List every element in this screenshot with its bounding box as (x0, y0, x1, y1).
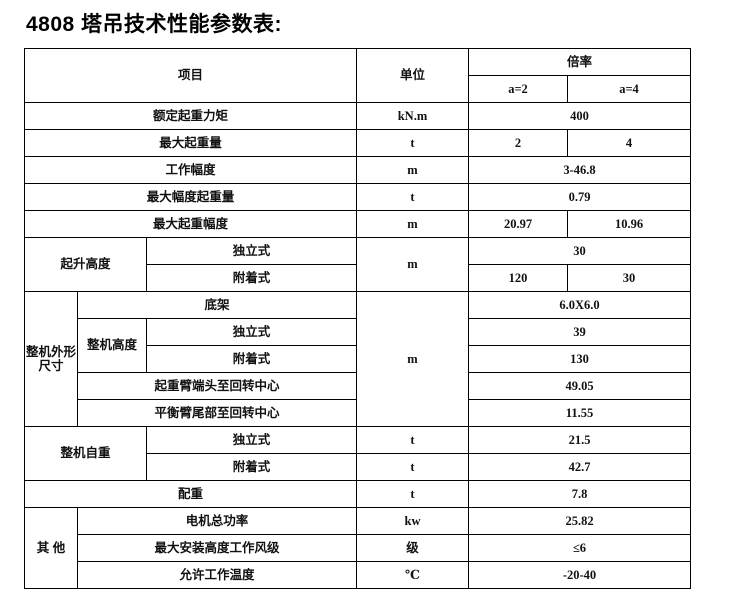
row-unit: m (356, 291, 469, 427)
header-ratio: 倍率 (467, 48, 692, 76)
row-unit: kN.m (356, 102, 469, 130)
table-row: 最大幅度起重量 t 0.79 (24, 183, 692, 211)
row-label-max-install-wind-level: 最大安装高度工作风级 (77, 534, 357, 562)
row-unit: t (356, 453, 469, 481)
row-label-rated-moment: 额定起重力矩 (24, 102, 357, 130)
row-label-free-standing: 独立式 (146, 237, 357, 265)
table-row: 允许工作温度 ℃ -20-40 (25, 561, 692, 589)
table-row: 最大安装高度工作风级 级 ≤6 (25, 534, 692, 562)
row-label-working-radius: 工作幅度 (24, 156, 357, 184)
row-value-a4: 4 (566, 129, 692, 157)
row-value: 7.8 (467, 480, 692, 508)
group-label-self-weight: 整机自重 (24, 426, 147, 481)
row-label-free-standing: 独立式 (146, 318, 357, 346)
row-unit: 级 (356, 534, 469, 562)
subgroup-label-machine-height: 整机高度 (77, 318, 147, 373)
group-label-overall-dimensions: 整机外形尺寸 (24, 291, 78, 427)
table-row: 起重臂端头至回转中心 49.05 (25, 372, 692, 400)
row-label-allowed-working-temp: 允许工作温度 (77, 561, 357, 589)
row-unit: m (356, 210, 469, 238)
row-unit: ℃ (356, 561, 469, 589)
row-value: 400 (467, 102, 692, 130)
row-unit: m (356, 156, 469, 184)
table-row: 附着式 t 42.7 (25, 453, 692, 481)
row-unit: t (356, 426, 469, 454)
row-value: 39 (467, 318, 692, 346)
row-value: 42.7 (467, 453, 692, 481)
table-row: 工作幅度 m 3-46.8 (24, 156, 692, 184)
row-value-a2: 20.97 (468, 210, 568, 238)
row-label-attached: 附着式 (146, 264, 357, 292)
table-row: 附着式 130 (25, 345, 692, 373)
header-ratio-a4: a=4 (566, 75, 692, 103)
row-label-total-motor-power: 电机总功率 (77, 507, 357, 535)
header-unit: 单位 (356, 48, 469, 103)
table-row: 配重 t 7.8 (24, 480, 692, 508)
row-value: 30 (467, 237, 692, 265)
group-label-other: 其 他 (24, 507, 78, 589)
row-label-jib-tip-to-slew-center: 起重臂端头至回转中心 (77, 372, 357, 400)
row-value: 11.55 (467, 399, 692, 427)
row-value-a4: 30 (566, 264, 692, 292)
row-value-a4: 10.96 (566, 210, 692, 238)
row-value-a2: 120 (468, 264, 568, 292)
row-label-attached: 附着式 (146, 345, 357, 373)
row-unit: t (356, 480, 469, 508)
row-unit: t (356, 183, 469, 211)
row-unit: m (356, 237, 469, 292)
table-row: 整机高度 独立式 39 (25, 318, 692, 373)
row-value: 25.82 (467, 507, 692, 535)
row-label-free-standing: 独立式 (146, 426, 357, 454)
row-label-max-load: 最大起重量 (24, 129, 357, 157)
row-value-a2: 2 (468, 129, 568, 157)
group-label-lift-height: 起升高度 (24, 237, 147, 292)
row-label-max-radius-load: 最大幅度起重量 (24, 183, 357, 211)
table-row: 最大起重量 t 2 4 (24, 129, 692, 157)
table-row: 平衡臂尾部至回转中心 11.55 (25, 399, 692, 427)
row-label-max-lifting-radius: 最大起重幅度 (24, 210, 357, 238)
table-row: 起升高度 独立式 m 30 (24, 237, 692, 292)
row-value: 6.0X6.0 (467, 291, 692, 319)
row-value: -20-40 (467, 561, 692, 589)
row-label-base-frame: 底架 (77, 291, 357, 319)
row-label-attached: 附着式 (146, 453, 357, 481)
table-row: 最大起重幅度 m 20.97 10.96 (24, 210, 692, 238)
row-value: 130 (467, 345, 692, 373)
row-unit: kw (356, 507, 469, 535)
table-row: 整机外形尺寸 底架 m 6.0X6.0 (24, 291, 692, 427)
row-value: 3-46.8 (467, 156, 692, 184)
table-row: 额定起重力矩 kN.m 400 (24, 102, 692, 130)
page-title: 4808 塔吊技术性能参数表: (26, 13, 283, 36)
row-label-counterweight: 配重 (24, 480, 357, 508)
row-unit: t (356, 129, 469, 157)
row-label-counterjib-tail-to-slew-center: 平衡臂尾部至回转中心 (77, 399, 357, 427)
table-header-row-sub: a=2 a=4 (25, 75, 692, 103)
table-row: 其 他 电机总功率 kw 25.82 (24, 507, 692, 589)
table-row: 整机自重 独立式 t 21.5 (24, 426, 692, 481)
row-value: 21.5 (467, 426, 692, 454)
header-item: 项目 (24, 48, 357, 103)
row-value: ≤6 (467, 534, 692, 562)
tower-crane-spec-table: 项目 单位 倍率 a=2 a=4 额定起重力矩 kN.m 400 最大起重量 t… (24, 48, 692, 589)
header-ratio-a2: a=2 (468, 75, 568, 103)
table-header-row-top: 项目 单位 倍率 (24, 48, 692, 103)
row-value: 0.79 (467, 183, 692, 211)
row-value: 49.05 (467, 372, 692, 400)
